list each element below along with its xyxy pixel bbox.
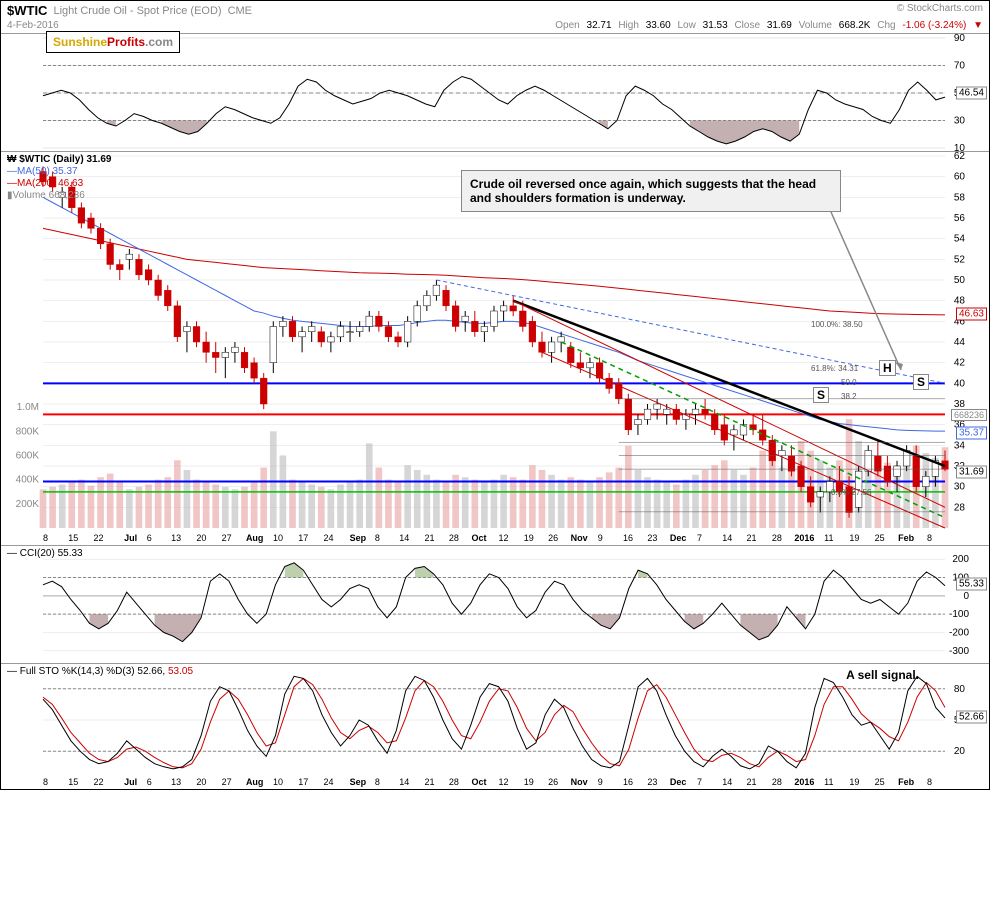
svg-text:1.0M: 1.0M bbox=[17, 402, 39, 413]
svg-text:200: 200 bbox=[952, 554, 969, 565]
sto-panel: — Full STO %K(14,3) %D(3) 52.66, 53.05 A… bbox=[1, 663, 989, 775]
svg-text:56: 56 bbox=[954, 213, 966, 224]
svg-text:80: 80 bbox=[954, 684, 966, 695]
svg-text:60: 60 bbox=[954, 172, 966, 183]
cci-panel: — CCI(20) 55.33 -300-200-1000100200 55.3… bbox=[1, 545, 989, 663]
fib-50: 50.0 bbox=[841, 378, 857, 387]
svg-text:34: 34 bbox=[954, 440, 966, 451]
svg-text:30: 30 bbox=[954, 116, 966, 127]
price-current: 31.69 bbox=[956, 466, 987, 479]
fib-382: 38.2 bbox=[841, 392, 857, 401]
hs-shoulder2: S bbox=[913, 374, 929, 390]
price-legend: ₩ $WTIC (Daily) 31.69 —MA(50) 35.37 —MA(… bbox=[7, 154, 111, 202]
svg-text:62: 62 bbox=[954, 152, 966, 162]
vol-current: 668236 bbox=[951, 409, 987, 421]
ticker-description: Light Crude Oil - Spot Price (EOD) bbox=[53, 5, 221, 17]
stock-chart: $WTIC Light Crude Oil - Spot Price (EOD)… bbox=[0, 0, 990, 790]
hs-shoulder1: S bbox=[813, 387, 829, 403]
chart-date: 4-Feb-2016 bbox=[7, 20, 59, 31]
x-axis-upper: 81522Jul6132027Aug101724Sep8142128Oct121… bbox=[1, 531, 989, 545]
cci-legend: — CCI(20) 55.33 bbox=[7, 548, 83, 560]
svg-text:40: 40 bbox=[954, 378, 966, 389]
chart-header: $WTIC Light Crude Oil - Spot Price (EOD)… bbox=[1, 1, 989, 20]
svg-text:58: 58 bbox=[954, 192, 966, 203]
svg-text:54: 54 bbox=[954, 234, 966, 245]
svg-text:400K: 400K bbox=[16, 475, 40, 486]
annotation-callout: Crude oil reversed once again, which sug… bbox=[461, 170, 841, 212]
sto-current: 52.66 bbox=[956, 711, 987, 724]
svg-text:44: 44 bbox=[954, 337, 966, 348]
hs-head: H bbox=[879, 360, 896, 376]
source-credit: © StockCharts.com bbox=[897, 3, 983, 18]
ohlc-values: Open 32.71 High 33.60 Low 31.53 Close 31… bbox=[551, 20, 983, 31]
fib-100: 100.0%: 38.50 bbox=[811, 320, 863, 329]
svg-text:-300: -300 bbox=[949, 646, 969, 657]
fib-618: 61.8%: 34.31 bbox=[811, 364, 858, 373]
sell-signal-note: A sell signal. bbox=[846, 668, 919, 682]
svg-text:-200: -200 bbox=[949, 628, 969, 639]
watermark: SunshineProfits.com bbox=[46, 31, 180, 53]
svg-text:200K: 200K bbox=[16, 499, 40, 510]
ma200-current: 46.63 bbox=[956, 308, 987, 321]
svg-text:28: 28 bbox=[954, 502, 966, 513]
svg-text:30: 30 bbox=[954, 482, 966, 493]
svg-text:90: 90 bbox=[954, 34, 966, 44]
svg-text:600K: 600K bbox=[16, 450, 40, 461]
ma50-current: 35.37 bbox=[956, 427, 987, 440]
svg-text:42: 42 bbox=[954, 358, 966, 369]
svg-text:20: 20 bbox=[954, 746, 966, 757]
exchange: CME bbox=[228, 5, 252, 17]
svg-text:800K: 800K bbox=[16, 426, 40, 437]
ticker-symbol: $WTIC bbox=[7, 3, 47, 18]
rsi-current: 46.54 bbox=[956, 87, 987, 100]
fib-0: 0.0% 27.56 bbox=[831, 488, 871, 497]
svg-text:0: 0 bbox=[963, 591, 969, 602]
x-axis-lower: 81522Jul6132027Aug101724Sep8142128Oct121… bbox=[1, 775, 989, 789]
price-panel: ₩ $WTIC (Daily) 31.69 —MA(50) 35.37 —MA(… bbox=[1, 151, 989, 531]
svg-text:70: 70 bbox=[954, 61, 966, 72]
svg-text:52: 52 bbox=[954, 254, 966, 265]
svg-text:-100: -100 bbox=[949, 609, 969, 620]
cci-current: 55.33 bbox=[956, 578, 987, 591]
svg-text:50: 50 bbox=[954, 275, 966, 286]
sto-legend: — Full STO %K(14,3) %D(3) 52.66, 53.05 bbox=[7, 666, 193, 678]
svg-text:48: 48 bbox=[954, 296, 966, 307]
